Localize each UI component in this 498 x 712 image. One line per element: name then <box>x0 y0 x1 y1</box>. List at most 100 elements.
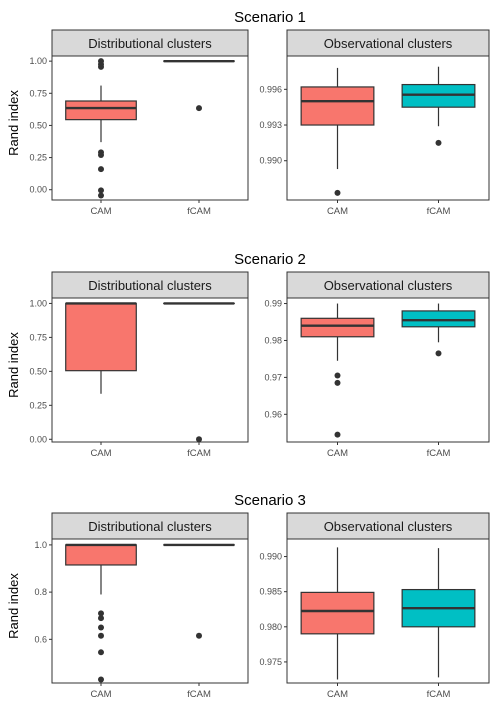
iqr-box <box>300 86 375 126</box>
y-tick-label: 1.00 <box>29 56 47 66</box>
outlier-point <box>334 379 341 386</box>
outlier-point <box>196 632 202 639</box>
box-cam <box>65 302 137 394</box>
iqr-box <box>65 544 137 566</box>
scenario-title: Scenario 1 <box>234 9 306 26</box>
outlier-point <box>98 166 104 173</box>
y-tick-label: 0.00 <box>29 185 47 195</box>
outlier-point <box>98 152 104 158</box>
y-tick-label: 0.6 <box>34 634 47 644</box>
outlier-point <box>98 632 104 639</box>
y-axis-label: Rand index <box>6 332 21 398</box>
panel-border <box>286 538 490 684</box>
panel-distributional: Distributional clusters 0.00 0.25 0.50 0.75 1… <box>29 271 249 459</box>
y-tick-label: 1.0 <box>34 540 47 550</box>
outlier-point <box>98 610 104 617</box>
box-fcam <box>163 59 235 112</box>
outlier-point <box>98 676 104 683</box>
y-tick-label: 0.75 <box>29 88 47 98</box>
box-cam <box>65 58 137 199</box>
y-tick-label: 0.99 <box>264 299 282 309</box>
y-axis-label: Rand index <box>6 90 21 156</box>
x-tick-label: fCAM <box>187 689 211 700</box>
scenario-title: Scenario 2 <box>234 251 306 268</box>
x-tick-label: fCAM <box>427 206 451 217</box>
x-tick-label: CAM <box>327 206 348 217</box>
y-tick-label: 0.96 <box>264 409 282 419</box>
facet-strip <box>51 29 249 57</box>
facet-strip-label: Distributional clusters <box>88 278 212 293</box>
outlier-point <box>435 350 442 357</box>
scenario-1: Scenario 1 Rand index Distributional clust… <box>6 9 490 217</box>
x-tick-label: CAM <box>327 448 348 459</box>
iqr-box <box>300 317 375 338</box>
y-tick-label: 0.97 <box>264 372 282 382</box>
x-tick-label: fCAM <box>187 206 211 217</box>
x-tick-label: CAM <box>90 689 111 700</box>
panel-border <box>51 538 249 684</box>
iqr-box <box>65 100 137 121</box>
x-tick-label: fCAM <box>427 448 451 459</box>
box-cam <box>300 67 375 196</box>
panel-border <box>286 297 490 443</box>
outlier-point <box>98 63 104 70</box>
iqr-box <box>401 310 476 328</box>
panel-border <box>51 55 249 201</box>
y-tick-label: 0.8 <box>34 587 47 597</box>
panel-observational: Observational clusters 0.990 0.993 0.996 CAM… <box>259 29 490 217</box>
y-tick-label: 0.00 <box>29 434 47 444</box>
plot-area <box>52 56 248 200</box>
outlier-point <box>196 436 202 443</box>
y-tick-label: 0.50 <box>29 120 47 130</box>
box-fcam <box>401 548 476 678</box>
facet-strip-label: Distributional clusters <box>88 36 212 51</box>
box-fcam <box>401 66 476 146</box>
panel-distributional: Distributional clusters 0.6 0.8 1.0 CAM fCAM <box>34 512 249 700</box>
panel-border <box>286 55 490 201</box>
y-tick-label: 0.985 <box>259 587 282 597</box>
plot-area <box>287 56 489 200</box>
x-tick-label: CAM <box>90 206 111 217</box>
y-tick-label: 0.75 <box>29 332 47 342</box>
x-tick-label: fCAM <box>187 448 211 459</box>
outlier-point <box>98 615 104 622</box>
box-cam <box>300 547 375 680</box>
scenario-2: Scenario 2 Rand index Distributional clust… <box>6 251 490 459</box>
scenario-3: Scenario 3 Rand index Distributional clust… <box>6 492 490 700</box>
outlier-point <box>196 105 202 112</box>
y-tick-label: 0.25 <box>29 400 47 410</box>
facet-strip <box>286 512 490 540</box>
facet-strip <box>286 29 490 57</box>
facet-strip-label: Distributional clusters <box>88 519 212 534</box>
facet-strip <box>286 271 490 299</box>
box-fcam <box>163 543 235 639</box>
y-tick-label: 0.975 <box>259 657 282 667</box>
x-tick-label: fCAM <box>427 689 451 700</box>
facet-strip-label: Observational clusters <box>324 36 453 51</box>
y-tick-label: 0.993 <box>259 120 282 130</box>
y-axis-label: Rand index <box>6 573 21 639</box>
y-tick-label: 0.50 <box>29 366 47 376</box>
box-fcam <box>163 302 235 443</box>
y-tick-label: 0.996 <box>259 84 282 94</box>
y-tick-label: 0.98 <box>264 335 282 345</box>
panel-border <box>51 297 249 443</box>
y-tick-label: 0.980 <box>259 622 282 632</box>
box-fcam <box>401 303 476 357</box>
outlier-point <box>98 187 104 194</box>
facet-strip-label: Observational clusters <box>324 519 453 534</box>
panel-observational: Observational clusters 0.96 0.97 0.98 0.99 CA… <box>264 271 490 459</box>
scenario-title: Scenario 3 <box>234 492 306 509</box>
x-tick-label: CAM <box>90 448 111 459</box>
outlier-point <box>334 189 341 196</box>
outlier-point <box>334 372 341 379</box>
outlier-point <box>435 139 442 146</box>
outlier-point <box>98 649 104 656</box>
iqr-box <box>300 591 375 635</box>
facet-strip-label: Observational clusters <box>324 278 453 293</box>
outlier-point <box>334 431 341 438</box>
iqr-box <box>65 302 137 372</box>
y-tick-label: 0.990 <box>259 552 282 562</box>
x-tick-label: CAM <box>327 689 348 700</box>
